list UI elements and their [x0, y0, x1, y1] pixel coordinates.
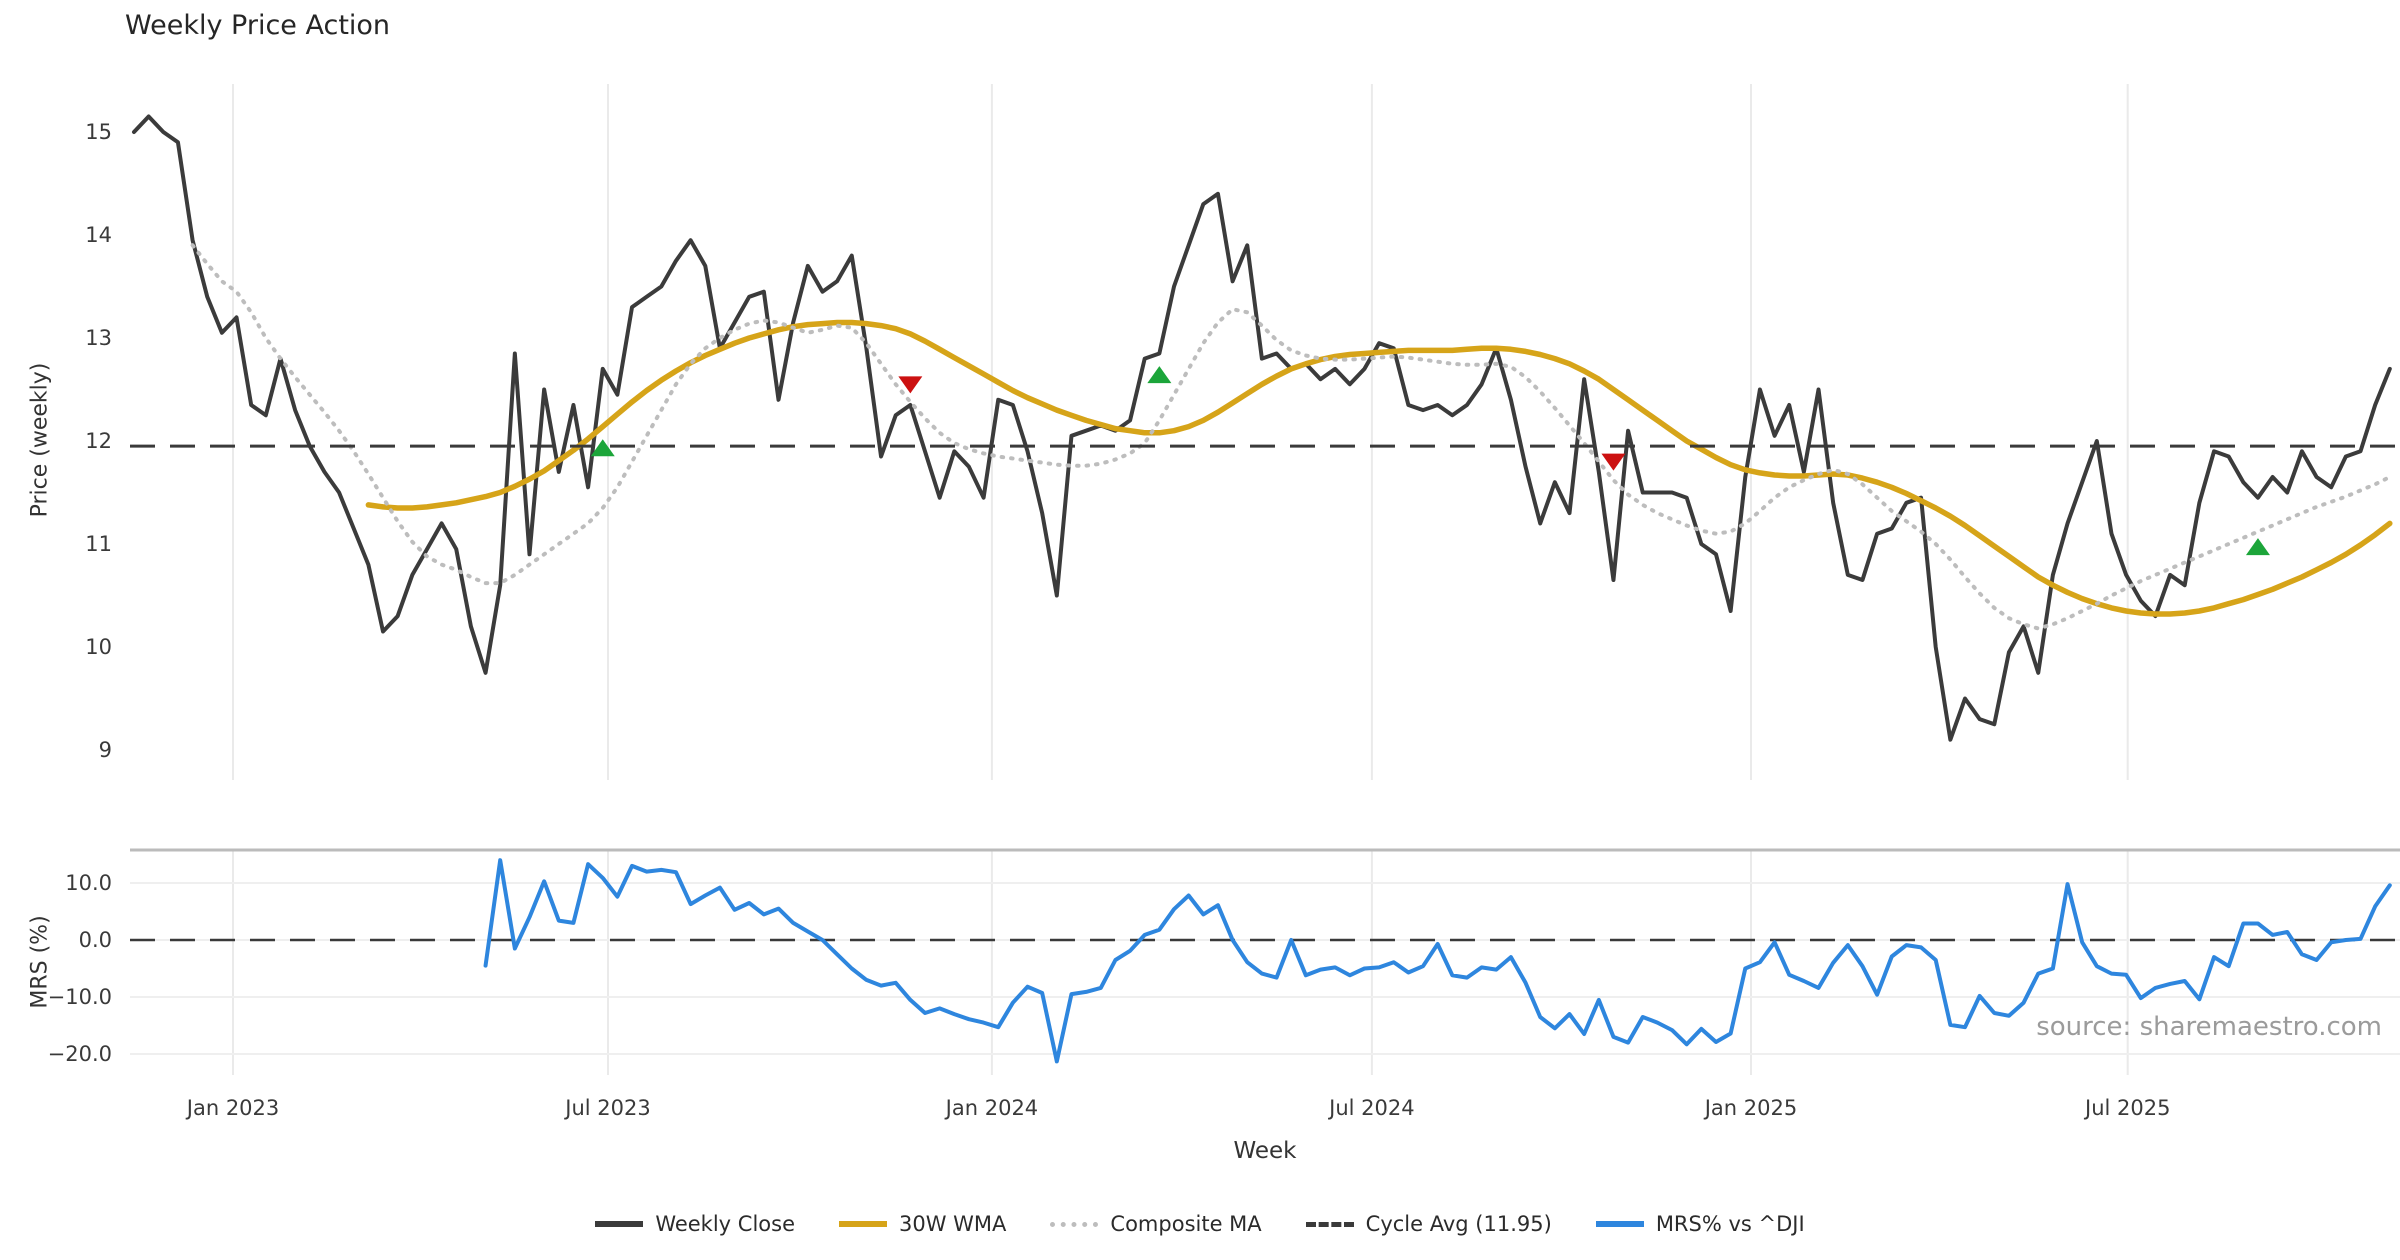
sell-signal-marker [1601, 453, 1626, 471]
x-tick-label: Jul 2025 [2085, 1096, 2171, 1120]
price-y-tick-label: 14 [85, 223, 112, 247]
price-y-tick-label: 15 [85, 120, 112, 144]
legend-label: MRS% vs ^DJI [1655, 1212, 1805, 1236]
x-tick-label: Jul 2023 [565, 1096, 651, 1120]
mrs-line [483, 858, 2392, 1064]
mrs-y-tick-label: 10.0 [65, 871, 112, 895]
legend-label: Cycle Avg (11.95) [1365, 1212, 1552, 1236]
legend-item-mrs-vs-dji: MRS% vs ^DJI [1595, 1212, 1805, 1236]
sell-signal-marker [898, 376, 923, 394]
legend-label: Composite MA [1110, 1212, 1262, 1236]
mrs-y-tick-label: 0.0 [78, 928, 112, 952]
mrs-y-tick-label: −10.0 [47, 985, 112, 1009]
legend-item-30w-wma: 30W WMA [839, 1212, 1006, 1236]
weekly-close-line [132, 114, 2392, 742]
composite-ma-line [190, 243, 2392, 631]
x-tick-label: Jan 2024 [945, 1096, 1039, 1120]
x-tick-label: Jan 2023 [186, 1096, 280, 1120]
legend-item-composite-ma: Composite MA [1050, 1212, 1262, 1236]
mrs-y-tick-label: −20.0 [47, 1042, 112, 1066]
price-y-tick-label: 12 [85, 429, 112, 453]
x-tick-label: Jul 2024 [1329, 1096, 1415, 1120]
buy-signal-marker [590, 439, 615, 457]
legend-item-weekly-close: Weekly Close [595, 1212, 795, 1236]
x-axis-label: Week [1233, 1138, 1297, 1164]
legend-swatch-composite-ma [1050, 1221, 1099, 1227]
buy-signal-marker [1147, 366, 1172, 384]
price-y-tick-label: 13 [85, 326, 112, 350]
page-title: Weekly Price Action [125, 10, 391, 41]
x-tick-label: Jan 2025 [1704, 1096, 1798, 1120]
price-y-tick-label: 9 [98, 738, 112, 762]
price-y-tick-label: 10 [85, 635, 112, 659]
wma-30w-line [365, 319, 2393, 617]
legend-label: Weekly Close [655, 1212, 795, 1236]
source-credit: source: sharemaestro.com [2036, 1012, 2382, 1042]
legend-item-cycle-avg: Cycle Avg (11.95) [1305, 1212, 1552, 1236]
legend-swatch-cycle-avg [1305, 1221, 1354, 1227]
price-y-tick-label: 11 [85, 532, 112, 556]
legend: Weekly Close 30W WMA Composite MA Cycle … [0, 1212, 2400, 1236]
legend-swatch-weekly-close [595, 1221, 644, 1227]
legend-swatch-mrs-vs-dji [1595, 1221, 1644, 1227]
legend-swatch-30w-wma [839, 1221, 887, 1227]
legend-label: 30W WMA [899, 1212, 1007, 1236]
buy-signal-marker [2245, 538, 2270, 556]
